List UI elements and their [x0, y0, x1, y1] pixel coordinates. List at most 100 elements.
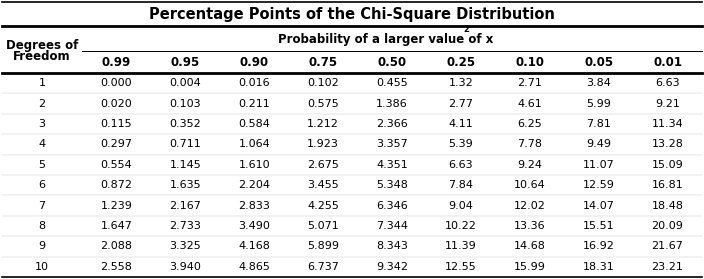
Text: 16.92: 16.92: [583, 241, 615, 251]
Text: Degrees of: Degrees of: [6, 39, 78, 52]
Text: 9.342: 9.342: [376, 262, 408, 272]
Text: 0.102: 0.102: [307, 78, 339, 88]
Text: 4.168: 4.168: [238, 241, 270, 251]
Text: 5.899: 5.899: [307, 241, 339, 251]
Text: 2.833: 2.833: [238, 201, 270, 211]
Text: 1.212: 1.212: [307, 119, 339, 129]
Text: 10: 10: [35, 262, 49, 272]
Text: 5.39: 5.39: [448, 140, 473, 149]
Text: 0.352: 0.352: [170, 119, 201, 129]
Text: 2.71: 2.71: [517, 78, 542, 88]
Text: 2.558: 2.558: [101, 262, 132, 272]
Text: 1: 1: [39, 78, 46, 88]
Text: 0.297: 0.297: [101, 140, 132, 149]
Text: 10.64: 10.64: [514, 180, 546, 190]
Text: 23.21: 23.21: [652, 262, 684, 272]
Text: 11.34: 11.34: [652, 119, 684, 129]
Text: 4.61: 4.61: [517, 98, 542, 109]
Text: 3.357: 3.357: [376, 140, 408, 149]
Text: 2.088: 2.088: [101, 241, 132, 251]
Text: 0.000: 0.000: [101, 78, 132, 88]
Text: 0.75: 0.75: [308, 56, 338, 69]
Text: 15.51: 15.51: [583, 221, 615, 231]
Text: 0.004: 0.004: [170, 78, 201, 88]
Text: 1.635: 1.635: [170, 180, 201, 190]
Text: 8: 8: [39, 221, 46, 231]
Text: 9.21: 9.21: [655, 98, 680, 109]
Text: 0.50: 0.50: [377, 56, 407, 69]
Text: 0.711: 0.711: [170, 140, 201, 149]
Text: Percentage Points of the Chi-Square Distribution: Percentage Points of the Chi-Square Dist…: [149, 6, 555, 21]
Text: 15.09: 15.09: [652, 160, 684, 170]
Text: 12.59: 12.59: [583, 180, 615, 190]
Text: 5.348: 5.348: [376, 180, 408, 190]
Text: 15.99: 15.99: [514, 262, 546, 272]
Text: 7.84: 7.84: [448, 180, 473, 190]
Text: 6: 6: [39, 180, 46, 190]
Text: 14.68: 14.68: [514, 241, 546, 251]
Text: 18.31: 18.31: [583, 262, 615, 272]
Text: 0.99: 0.99: [102, 56, 131, 69]
Text: 0.05: 0.05: [584, 56, 613, 69]
Text: 4: 4: [39, 140, 46, 149]
Text: 0.211: 0.211: [239, 98, 270, 109]
Text: 8.343: 8.343: [376, 241, 408, 251]
Text: 2.733: 2.733: [170, 221, 201, 231]
Text: 0.575: 0.575: [307, 98, 339, 109]
Text: 7.344: 7.344: [376, 221, 408, 231]
Text: 5.99: 5.99: [586, 98, 611, 109]
Text: 0.01: 0.01: [653, 56, 682, 69]
Text: 6.63: 6.63: [448, 160, 473, 170]
Text: 1.610: 1.610: [239, 160, 270, 170]
Text: 12.55: 12.55: [445, 262, 477, 272]
Text: 3.455: 3.455: [307, 180, 339, 190]
Text: 20.09: 20.09: [652, 221, 684, 231]
Text: 3.325: 3.325: [170, 241, 201, 251]
Text: 6.737: 6.737: [307, 262, 339, 272]
Text: 21.67: 21.67: [652, 241, 684, 251]
Text: 12.02: 12.02: [514, 201, 546, 211]
Text: 3.84: 3.84: [586, 78, 611, 88]
Text: 9.49: 9.49: [586, 140, 611, 149]
Text: 4.351: 4.351: [376, 160, 408, 170]
Text: 7: 7: [39, 201, 46, 211]
Text: 3: 3: [39, 119, 46, 129]
Text: 4.255: 4.255: [307, 201, 339, 211]
Text: 2: 2: [39, 98, 46, 109]
Text: 0.016: 0.016: [239, 78, 270, 88]
Text: 0.872: 0.872: [101, 180, 132, 190]
Text: 4.865: 4.865: [238, 262, 270, 272]
Text: 0.455: 0.455: [376, 78, 408, 88]
Text: 18.48: 18.48: [652, 201, 684, 211]
Text: 0.584: 0.584: [238, 119, 270, 129]
Text: 11.39: 11.39: [445, 241, 477, 251]
Text: 1.32: 1.32: [448, 78, 473, 88]
Text: 1.145: 1.145: [170, 160, 201, 170]
Text: 0.020: 0.020: [101, 98, 132, 109]
Text: 5: 5: [39, 160, 46, 170]
Text: 0.25: 0.25: [446, 56, 475, 69]
Text: 3.490: 3.490: [238, 221, 270, 231]
Text: 5.071: 5.071: [307, 221, 339, 231]
Text: 7.81: 7.81: [586, 119, 611, 129]
Text: 13.36: 13.36: [514, 221, 546, 231]
Text: 2.204: 2.204: [238, 180, 270, 190]
Text: 2.366: 2.366: [376, 119, 408, 129]
Text: 0.115: 0.115: [101, 119, 132, 129]
Text: 2.77: 2.77: [448, 98, 473, 109]
Text: 0.95: 0.95: [170, 56, 200, 69]
Text: 1.064: 1.064: [239, 140, 270, 149]
Text: Probability of a larger value of x: Probability of a larger value of x: [278, 33, 498, 47]
Text: 2.167: 2.167: [170, 201, 201, 211]
Text: 0.554: 0.554: [101, 160, 132, 170]
Text: 0.103: 0.103: [170, 98, 201, 109]
Text: 9.24: 9.24: [517, 160, 542, 170]
Text: 1.239: 1.239: [101, 201, 132, 211]
Text: 6.63: 6.63: [655, 78, 680, 88]
Text: 1.923: 1.923: [307, 140, 339, 149]
Text: 16.81: 16.81: [652, 180, 684, 190]
Text: 0.10: 0.10: [515, 56, 544, 69]
Text: 0.90: 0.90: [239, 56, 269, 69]
Text: 6.346: 6.346: [376, 201, 408, 211]
Text: 14.07: 14.07: [583, 201, 615, 211]
